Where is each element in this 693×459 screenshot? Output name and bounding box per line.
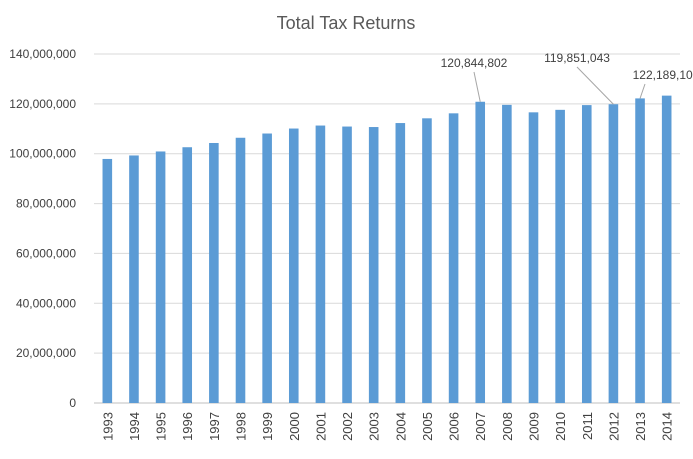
bar	[608, 104, 619, 404]
bar	[395, 123, 406, 404]
bar	[661, 95, 672, 404]
x-tick-label: 2008	[500, 412, 515, 441]
y-tick-label: 20,000,000	[16, 346, 76, 360]
x-tick-label: 2001	[313, 412, 328, 441]
x-tick-label: 1998	[234, 412, 249, 441]
x-tick-label: 2014	[660, 412, 675, 441]
x-tick-label: 2013	[633, 412, 648, 441]
annotation-leader-line	[639, 83, 646, 99]
bar	[262, 133, 272, 403]
bar	[235, 137, 246, 403]
annotation-label: 122,189,100	[633, 68, 693, 82]
x-tick-label: 1994	[127, 412, 142, 441]
x-tick-label: 2002	[340, 412, 355, 441]
x-tick-label: 1997	[207, 412, 222, 441]
y-tick-label: 120,000,000	[9, 97, 76, 111]
bar	[448, 113, 459, 403]
bar	[528, 112, 539, 403]
x-tick-label: 2010	[553, 412, 568, 441]
gridlines	[94, 53, 680, 404]
x-tick-label: 2004	[393, 412, 408, 441]
x-tick-label: 1999	[260, 412, 275, 441]
bar	[342, 126, 352, 403]
chart-title: Total Tax Returns	[277, 13, 416, 33]
bar	[182, 147, 193, 403]
bar	[502, 104, 512, 404]
y-tick-label: 100,000,000	[9, 147, 76, 161]
x-tick-label: 2012	[606, 412, 621, 441]
x-tick-label: 2011	[580, 412, 595, 440]
bars	[102, 95, 672, 404]
y-tick-label: 60,000,000	[16, 246, 76, 260]
x-axis-ticks: 1993 1994 1995 1996 1997 1998 1999 2000 2001 2002…	[100, 412, 674, 441]
bar	[555, 109, 565, 403]
x-tick-label: 1995	[154, 412, 169, 441]
bar	[129, 155, 139, 403]
bar	[209, 142, 219, 403]
x-tick-label: 1993	[100, 412, 115, 441]
x-tick-label: 2003	[367, 412, 382, 441]
bar	[288, 128, 299, 403]
bar	[315, 125, 326, 404]
y-tick-label: 40,000,000	[16, 296, 76, 310]
annotations: 120,844,802 119,851,043 122,189,100	[441, 51, 693, 105]
x-tick-label: 2009	[527, 412, 542, 441]
annotation-label: 119,851,043	[544, 51, 610, 65]
bar	[155, 151, 166, 403]
y-tick-label: 80,000,000	[16, 197, 76, 211]
bar	[581, 105, 592, 403]
x-tick-label: 2006	[447, 412, 462, 441]
y-axis-ticks: 0 20,000,000 40,000,000 60,000,000 80,000,00…	[9, 47, 76, 410]
bar	[422, 118, 432, 404]
x-tick-label: 2005	[420, 412, 435, 441]
annotation-leader-line	[473, 71, 481, 102]
y-tick-label: 140,000,000	[9, 47, 76, 61]
x-tick-label: 1996	[180, 412, 195, 441]
annotation-label: 120,844,802	[441, 56, 508, 70]
annotation-leader-line	[576, 66, 614, 105]
bar	[368, 127, 379, 403]
x-tick-label: 2007	[473, 412, 488, 441]
x-tick-label: 2000	[287, 412, 302, 441]
bar	[635, 98, 645, 404]
y-tick-label: 0	[69, 396, 76, 410]
bar	[102, 158, 113, 403]
bar	[475, 101, 486, 404]
